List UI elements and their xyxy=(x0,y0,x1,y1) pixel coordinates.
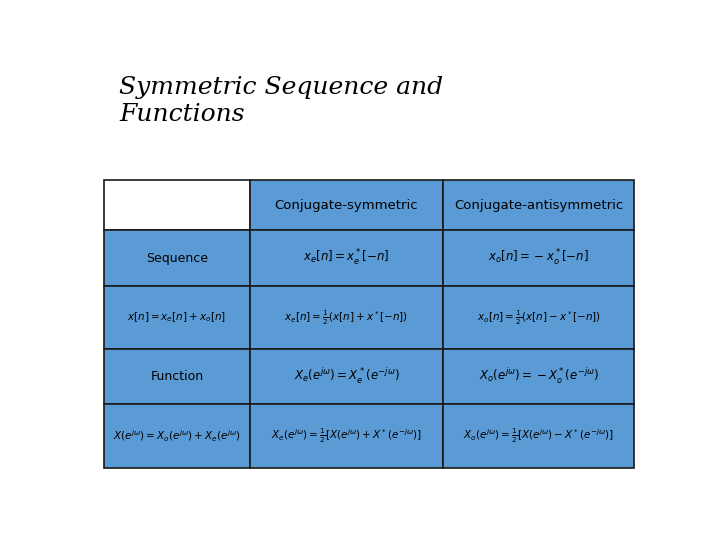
Bar xyxy=(444,180,634,231)
Text: $x_e[n]=\frac{1}{2}(x[n]+ x^*[-n])$: $x_e[n]=\frac{1}{2}(x[n]+ x^*[-n])$ xyxy=(284,308,408,327)
Bar xyxy=(444,349,634,404)
Text: $X_e(e^{j\omega})= X_e^*(e^{-j\omega})$: $X_e(e^{j\omega})= X_e^*(e^{-j\omega})$ xyxy=(294,367,400,386)
Bar xyxy=(104,286,250,349)
Bar xyxy=(444,231,634,286)
Text: Conjugate-symmetric: Conjugate-symmetric xyxy=(274,199,418,212)
Bar xyxy=(250,180,444,231)
Text: Conjugate-antisymmetric: Conjugate-antisymmetric xyxy=(454,199,624,212)
Bar xyxy=(250,231,444,286)
Bar xyxy=(444,286,634,349)
Text: $x_e[n]= x_e^*[-n]$: $x_e[n]= x_e^*[-n]$ xyxy=(303,248,390,268)
Text: $X_e(e^{j\omega})=\frac{1}{2}[X(e^{j\omega})+ X^*(e^{-j\omega})]$: $X_e(e^{j\omega})=\frac{1}{2}[X(e^{j\ome… xyxy=(271,427,422,445)
Bar xyxy=(250,286,444,349)
Bar xyxy=(104,180,250,231)
Text: $x_o[n]=\frac{1}{2}(x[n]- x^*[-n])$: $x_o[n]=\frac{1}{2}(x[n]- x^*[-n])$ xyxy=(477,308,600,327)
Bar xyxy=(250,349,444,404)
Bar xyxy=(104,349,250,404)
Text: Sequence: Sequence xyxy=(146,252,208,265)
Text: $x_o[n]= -x_o^*[-n]$: $x_o[n]= -x_o^*[-n]$ xyxy=(488,248,589,268)
Bar xyxy=(444,404,634,468)
Text: $X_o(e^{j\omega})=\frac{1}{2}[X(e^{j\omega})- X^*(e^{-j\omega})]$: $X_o(e^{j\omega})=\frac{1}{2}[X(e^{j\ome… xyxy=(463,427,614,445)
Text: $X_o(e^{j\omega})= -X_o^*(e^{-j\omega})$: $X_o(e^{j\omega})= -X_o^*(e^{-j\omega})$ xyxy=(479,367,599,386)
Text: Symmetric Sequence and
Functions: Symmetric Sequence and Functions xyxy=(120,76,444,126)
Text: $x[n]= x_e[n]+ x_o[n]$: $x[n]= x_e[n]+ x_o[n]$ xyxy=(127,310,226,324)
Bar xyxy=(250,404,444,468)
Bar xyxy=(104,231,250,286)
Text: Function: Function xyxy=(150,370,204,383)
Bar xyxy=(104,404,250,468)
Text: $X(e^{j\omega})= X_o(e^{j\omega})+ X_e(e^{j\omega})$: $X(e^{j\omega})= X_o(e^{j\omega})+ X_e(e… xyxy=(113,428,240,444)
